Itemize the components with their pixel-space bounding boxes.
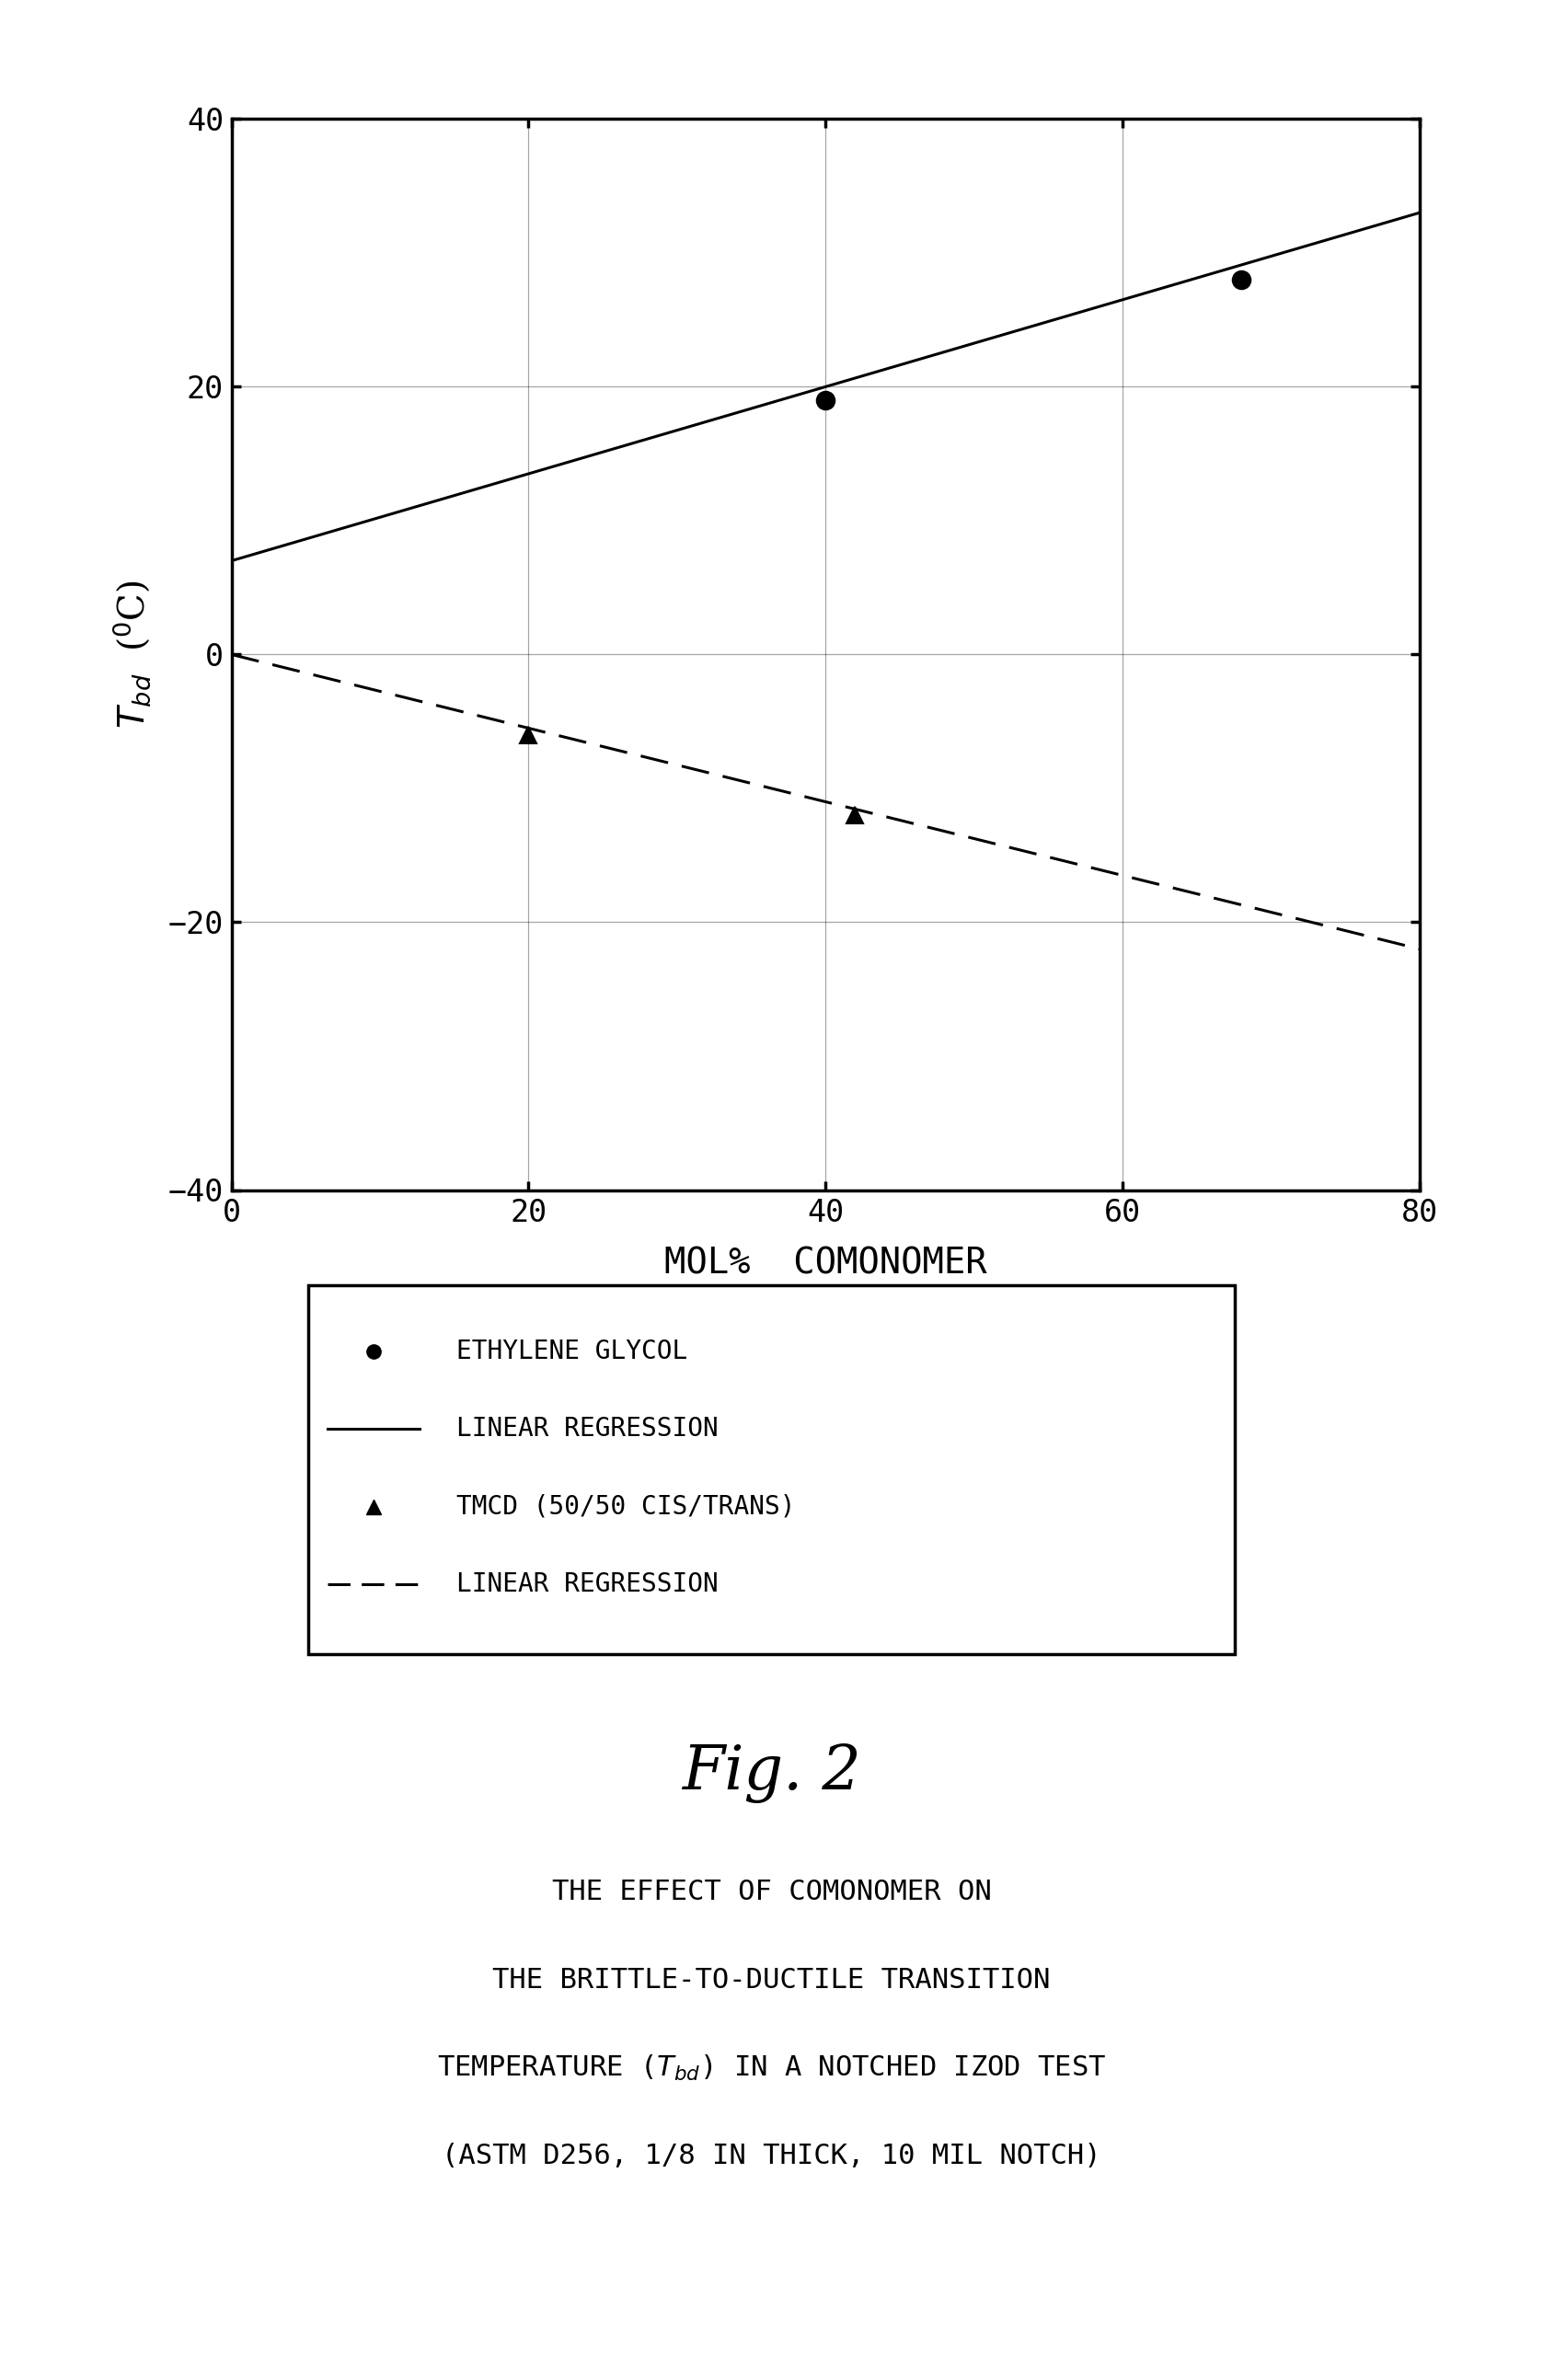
Text: ETHYLENE GLYCOL: ETHYLENE GLYCOL — [457, 1338, 688, 1364]
FancyBboxPatch shape — [309, 1285, 1234, 1654]
Text: THE BRITTLE-TO-DUCTILE TRANSITION: THE BRITTLE-TO-DUCTILE TRANSITION — [492, 1966, 1051, 1994]
Text: Fig. 2: Fig. 2 — [682, 1742, 861, 1804]
Text: TMCD (50/50 CIS/TRANS): TMCD (50/50 CIS/TRANS) — [457, 1495, 796, 1518]
Text: LINEAR REGRESSION: LINEAR REGRESSION — [457, 1571, 719, 1597]
Text: (ASTM D256, 1/8 IN THICK, 10 MIL NOTCH): (ASTM D256, 1/8 IN THICK, 10 MIL NOTCH) — [441, 2142, 1102, 2171]
Text: LINEAR REGRESSION: LINEAR REGRESSION — [457, 1416, 719, 1442]
Y-axis label: $T_{bd}$  ($^{0}$C): $T_{bd}$ ($^{0}$C) — [111, 581, 153, 728]
Text: THE EFFECT OF COMONOMER ON: THE EFFECT OF COMONOMER ON — [552, 1878, 991, 1906]
X-axis label: MOL%  COMONOMER: MOL% COMONOMER — [663, 1245, 988, 1280]
Text: TEMPERATURE ($T_{bd}$) IN A NOTCHED IZOD TEST: TEMPERATURE ($T_{bd}$) IN A NOTCHED IZOD… — [437, 2054, 1106, 2082]
